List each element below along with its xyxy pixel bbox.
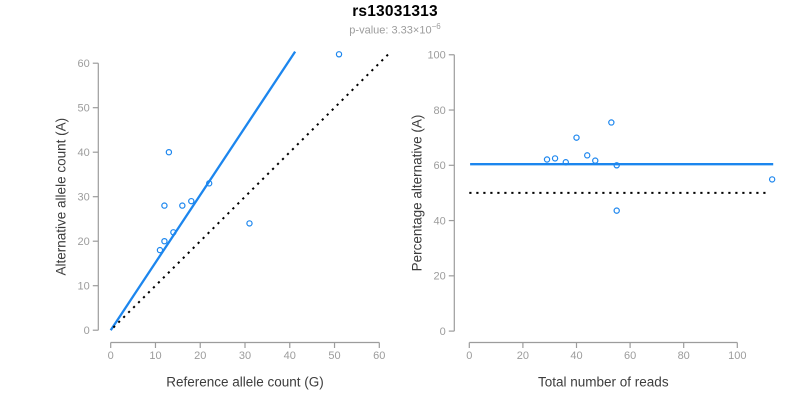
y-axis-title: Alternative allele count (A) — [54, 118, 69, 276]
percentage-vs-coverage-panel: 0 20 40 60 80 100 0 20 40 60 80 100 Total number of … — [410, 50, 776, 390]
data-point — [170, 229, 177, 236]
y-tick-label: 60 — [434, 160, 446, 172]
data-point — [188, 197, 195, 205]
x-tick-label: 50 — [328, 350, 340, 362]
y-axis-title: Percentage alternative (A) — [410, 115, 425, 272]
y-tick-label: 0 — [440, 326, 446, 338]
y-tick-label: 10 — [78, 281, 90, 293]
x-tick-label: 60 — [624, 350, 636, 362]
x-axis-title: Reference allele count (G) — [166, 375, 324, 390]
data-point — [613, 162, 620, 169]
data-point — [156, 246, 164, 254]
y-tick-label: 40 — [434, 215, 446, 227]
data-point — [246, 220, 253, 227]
data-point — [165, 148, 173, 156]
data-point — [205, 180, 213, 187]
x-tick-label: 60 — [373, 350, 385, 362]
data-point — [161, 202, 168, 209]
x-tick-label: 20 — [517, 350, 529, 362]
x-axis-title: Total number of reads — [538, 375, 669, 390]
y-tick-label: 20 — [434, 271, 446, 283]
data-point — [335, 51, 343, 58]
data-point — [161, 237, 168, 245]
y-tick-label: 100 — [427, 50, 445, 62]
data-point — [608, 119, 615, 126]
data-point — [179, 202, 186, 209]
data-point — [613, 207, 620, 214]
y-tick-label: 0 — [84, 325, 90, 337]
data-point — [551, 155, 559, 162]
x-tick-label: 80 — [678, 350, 690, 362]
data-point — [592, 157, 599, 164]
data-point — [768, 176, 776, 183]
x-tick-label: 40 — [284, 350, 296, 362]
x-tick-label: 10 — [149, 350, 161, 362]
data-point — [562, 159, 569, 166]
y-tick-label: 40 — [78, 147, 90, 159]
fit-line — [109, 50, 297, 331]
x-tick-label: 30 — [239, 350, 251, 362]
x-tick-label: 20 — [194, 350, 206, 362]
identity-line — [112, 52, 391, 329]
y-tick-label: 20 — [78, 236, 90, 248]
x-tick-label: 0 — [108, 350, 114, 362]
x-tick-label: 0 — [466, 350, 472, 362]
y-tick-label: 50 — [78, 103, 90, 115]
y-tick-label: 80 — [434, 105, 446, 117]
allele-counts-panel: 0 10 20 30 40 50 60 0 10 20 30 40 50 60 Reference alle… — [54, 50, 391, 390]
x-tick-label: 40 — [570, 350, 582, 362]
data-point — [584, 152, 591, 159]
y-tick-label: 60 — [78, 58, 90, 70]
x-tick-label: 100 — [728, 350, 746, 362]
data-point — [573, 134, 580, 141]
y-tick-label: 30 — [78, 192, 90, 204]
data-point — [543, 156, 551, 163]
